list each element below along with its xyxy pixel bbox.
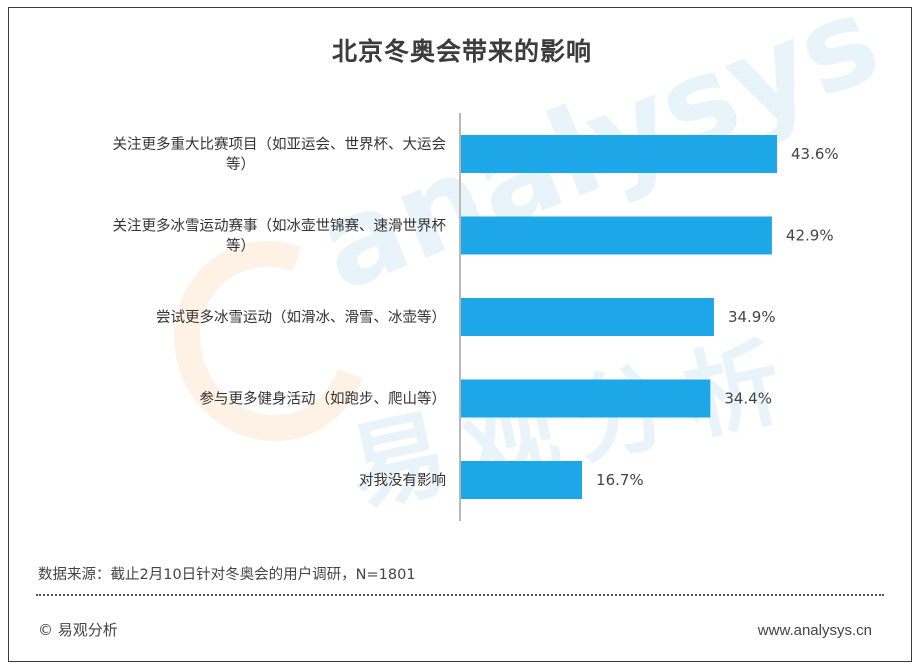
value-label-2: 34.9% <box>728 308 776 326</box>
value-label-3: 34.4% <box>724 390 772 408</box>
bar-1 <box>461 216 772 255</box>
chart-title: 北京冬奥会带来的影响 <box>331 37 592 66</box>
data-source: 数据来源：截止2月10日针对冬奥会的用户调研，N=1801 <box>38 567 416 583</box>
category-label-2: 尝试更多冰雪运动（如滑冰、滑雪、冰壶等） <box>156 308 446 326</box>
bar-4 <box>461 461 583 499</box>
category-label-3: 参与更多健身活动（如跑步、爬山等） <box>200 390 447 408</box>
category-label-4: 对我没有影响 <box>359 472 446 489</box>
category-label-0-line-0: 关注更多重大比赛项目（如亚运会、世界杯、大运会 <box>113 136 447 153</box>
copyright: © 易观分析 <box>38 621 118 639</box>
value-label-1: 42.9% <box>786 227 834 245</box>
bar-3 <box>461 379 711 418</box>
footer-divider <box>36 594 884 596</box>
category-label-0-line-1: 等） <box>226 155 255 173</box>
value-label-4: 16.7% <box>596 471 644 489</box>
value-label-0: 43.6% <box>791 145 839 163</box>
category-label-1-line-0: 关注更多冰雪运动赛事（如冰壶世锦赛、速滑世界杯 <box>113 218 447 235</box>
category-label-1-line-1: 等） <box>226 237 255 255</box>
website-link[interactable]: www.analysys.cn <box>757 622 872 639</box>
bar-0 <box>461 135 777 173</box>
bar-2 <box>461 298 714 336</box>
